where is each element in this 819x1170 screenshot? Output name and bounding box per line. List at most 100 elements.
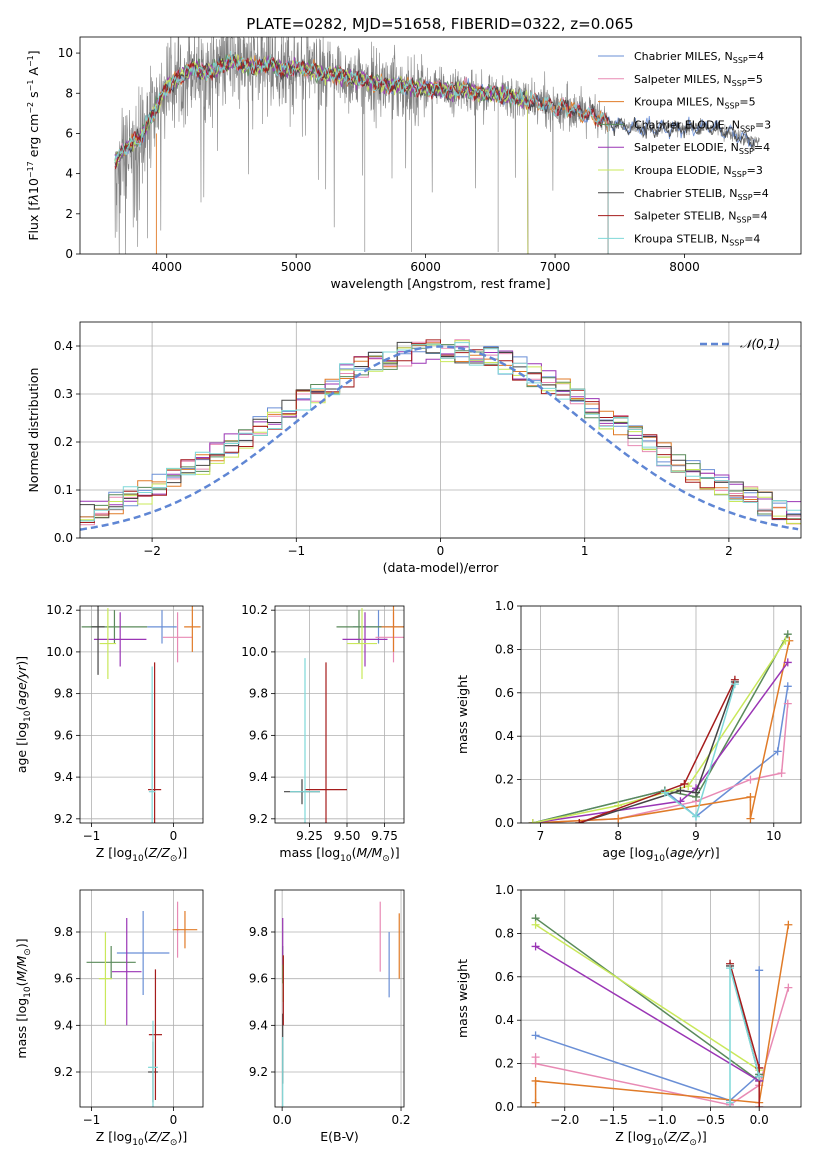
mass-weight-series xyxy=(660,680,739,821)
y-tick-label: 6 xyxy=(65,126,73,140)
y-tick-label: 0.0 xyxy=(495,816,514,830)
y-tick-label: 9.2 xyxy=(249,1065,268,1079)
plot-area xyxy=(282,901,400,1107)
x-axis-label: age [log10(age/yr)] xyxy=(602,845,719,864)
spectrum-panel: 4000 5000 6000 7000 8000 0 2 4 6 8 10 wavelength [A… xyxy=(26,36,802,291)
plus-marker xyxy=(755,1103,764,1107)
plot-area xyxy=(531,914,793,1107)
y-axis-label: mass [log10(M/M⊙)] xyxy=(14,938,33,1058)
series-line xyxy=(534,924,790,1104)
model-line xyxy=(114,50,609,254)
y-tick-label: 0.1 xyxy=(54,483,73,497)
axes-frame xyxy=(79,36,802,255)
x-tick-label: 10 xyxy=(766,829,781,843)
x-tick-label: 0 xyxy=(170,1113,178,1127)
y-tick-label: 0.6 xyxy=(495,970,514,984)
plus-marker xyxy=(726,964,735,973)
error-bar-point xyxy=(148,662,162,823)
y-tick-label: 9.2 xyxy=(249,812,268,826)
x-axis-label: wavelength [Angstrom, rest frame] xyxy=(330,276,550,291)
histogram-9 xyxy=(80,342,801,522)
y-tick-label: 0.4 xyxy=(495,729,514,743)
series-line xyxy=(532,703,789,823)
x-tick-label: 0.0 xyxy=(273,1113,292,1127)
y-tick-label: 0.6 xyxy=(495,686,514,700)
plus-marker xyxy=(746,775,755,784)
y-tick-label: 0.4 xyxy=(495,1013,514,1027)
x-axis-label: mass [log10(M/M⊙)] xyxy=(279,845,399,864)
legend-entry: Chabrier ELODIE, NSSP=3 xyxy=(634,118,771,133)
x-tick-label: −2.0 xyxy=(550,1113,579,1127)
plus-marker xyxy=(692,812,700,821)
y-tick-label: 0.0 xyxy=(495,1100,514,1114)
y-tick-label: 0.0 xyxy=(54,531,73,545)
plus-marker xyxy=(777,769,786,778)
series-line xyxy=(532,661,789,823)
series-line xyxy=(535,970,760,1102)
y-tick-label: 9.6 xyxy=(54,972,73,986)
y-tick-label: 2 xyxy=(65,207,73,221)
mass-weight-series xyxy=(531,914,764,1085)
plus-marker xyxy=(676,786,685,795)
error-bar-point xyxy=(86,946,136,979)
y-tick-label: 0 xyxy=(65,247,73,261)
x-tick-label: 0 xyxy=(170,829,178,843)
plot-area xyxy=(86,901,198,1107)
residuals-panel: −2 −1 0 1 2 0.0 0.1 0.2 0.3 0.4 (data-model)/error… xyxy=(26,321,802,575)
error-bar-point xyxy=(98,932,112,1026)
error-bar-point xyxy=(378,606,404,652)
axes: −1 0 9.2 9.4 9.6 9.8 Z [log10(Z/Z⊙)] mass [log1… xyxy=(14,889,204,1148)
x-axis-label: Z [log10(Z/Z⊙)] xyxy=(615,1129,706,1148)
legend-entry: Chabrier MILES, NSSP=4 xyxy=(634,50,764,65)
error-bar-point xyxy=(116,911,170,995)
x-tick-label: 7 xyxy=(537,829,545,843)
plus-marker xyxy=(680,779,689,788)
x-tick-label: 9.25 xyxy=(296,829,323,843)
mass_vs_ebv-panel: 0.0 0.2 9.2 9.4 9.6 9.8 E(B-V) xyxy=(249,889,411,1144)
series-line xyxy=(532,640,787,823)
y-tick-label: 0.4 xyxy=(54,339,73,353)
series-line xyxy=(535,945,760,1082)
x-tick-label: 0 xyxy=(437,544,445,558)
plus-marker xyxy=(726,1098,735,1107)
plus-marker xyxy=(781,636,790,645)
plot-area xyxy=(114,37,760,254)
plus-marker xyxy=(660,788,669,797)
mass-weight-series xyxy=(528,682,792,823)
y-tick-label: 9.8 xyxy=(249,925,268,939)
legend: 𝒩(0,1) xyxy=(700,337,780,351)
mass-weight-series xyxy=(726,964,764,1107)
y-tick-label: 9.4 xyxy=(249,770,268,784)
mass-weight-series xyxy=(528,636,794,823)
x-tick-label: 0.2 xyxy=(391,1113,410,1127)
legend-entry: Salpeter MILES, NSSP=5 xyxy=(634,73,763,88)
legend-entry: Salpeter ELODIE, NSSP=4 xyxy=(634,141,770,156)
axes: 4000 5000 6000 7000 8000 0 2 4 6 8 10 wavelength [A… xyxy=(26,36,802,291)
error-bar-point xyxy=(147,610,177,644)
plus-marker xyxy=(531,1031,540,1040)
axes-frame xyxy=(274,605,405,824)
plus-marker xyxy=(531,942,540,951)
plus-marker xyxy=(755,1072,764,1081)
error-bar-point xyxy=(91,606,105,675)
error-bar-point xyxy=(305,662,347,823)
series-line xyxy=(729,967,760,1103)
x-axis-label: Z [log10(Z/Z⊙)] xyxy=(96,1129,187,1148)
figure-title: PLATE=0282, MJD=51658, FIBERID=0322, z=0… xyxy=(246,15,633,33)
y-tick-label: 9.6 xyxy=(54,728,73,742)
legend-entry: Chabrier STELIB, NSSP=4 xyxy=(634,187,769,202)
x-tick-label: −1.5 xyxy=(599,1113,628,1127)
plus-marker xyxy=(755,966,764,975)
x-tick-label: 8 xyxy=(614,829,622,843)
series-line xyxy=(535,924,760,1071)
y-tick-label: 9.6 xyxy=(249,972,268,986)
normal-curve xyxy=(80,345,799,531)
y-tick-label: 10.2 xyxy=(241,603,268,617)
plus-marker xyxy=(531,1076,540,1085)
y-tick-label: 9.4 xyxy=(54,770,73,784)
x-tick-label: 7000 xyxy=(540,260,571,274)
axes-frame xyxy=(520,889,802,1108)
error-bar-point xyxy=(347,608,377,680)
y-tick-label: 9.4 xyxy=(249,1018,268,1032)
plot-area xyxy=(80,339,801,531)
